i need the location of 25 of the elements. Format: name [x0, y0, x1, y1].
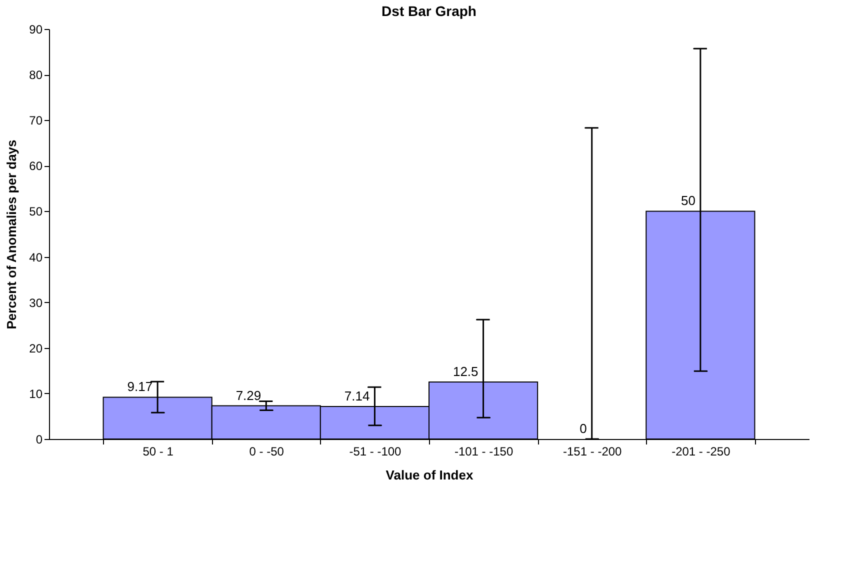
chart-title: Dst Bar Graph: [382, 3, 476, 19]
data-label: 7.14: [344, 388, 370, 404]
x-axis-title: Value of Index: [386, 468, 474, 482]
y-tick-label: 50: [29, 204, 43, 219]
y-tick-label: 80: [29, 68, 43, 82]
data-label: 0: [580, 421, 587, 436]
x-tick-label: -101 - -150: [454, 444, 514, 458]
y-tick-label: 40: [29, 250, 43, 264]
y-tick-label: 70: [29, 114, 43, 128]
x-tick-label: 0 - -50: [249, 444, 284, 458]
x-tick-label: 50 - 1: [142, 444, 174, 458]
data-label: 50: [680, 193, 696, 208]
x-tick-label: -201 - -250: [672, 444, 731, 458]
x-tick-label: -151 - -200: [563, 444, 622, 458]
data-label: 12.5: [452, 364, 478, 380]
y-tick-label: 10: [29, 386, 43, 401]
data-label: 9.17: [127, 379, 153, 394]
y-axis-title: Percent of Anomalies per days: [4, 140, 20, 330]
y-tick-label: 30: [29, 296, 43, 310]
y-tick-label: 20: [29, 341, 43, 356]
data-label: 7.29: [236, 388, 262, 403]
y-tick-label: 60: [29, 159, 43, 174]
x-tick-label: -51 - -100: [349, 444, 402, 458]
y-tick-label: 90: [29, 22, 43, 36]
y-tick-label: 0: [36, 432, 43, 446]
